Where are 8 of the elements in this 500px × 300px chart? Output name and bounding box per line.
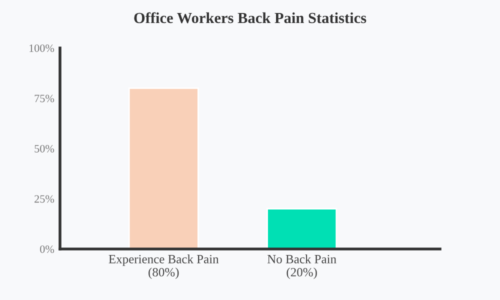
- y-tick-label: 25%: [34, 195, 54, 203]
- y-tick-label: 75%: [34, 94, 54, 102]
- x-tick-label: No Back Pain (20%): [267, 254, 336, 279]
- chart-title: Office Workers Back Pain Statistics: [134, 12, 366, 24]
- x-tick-label: Experience Back Pain (80%): [108, 254, 219, 279]
- y-tick-label: 0%: [40, 245, 54, 253]
- y-tick-label: 50%: [34, 144, 54, 152]
- y-tick-label: 100%: [30, 44, 54, 52]
